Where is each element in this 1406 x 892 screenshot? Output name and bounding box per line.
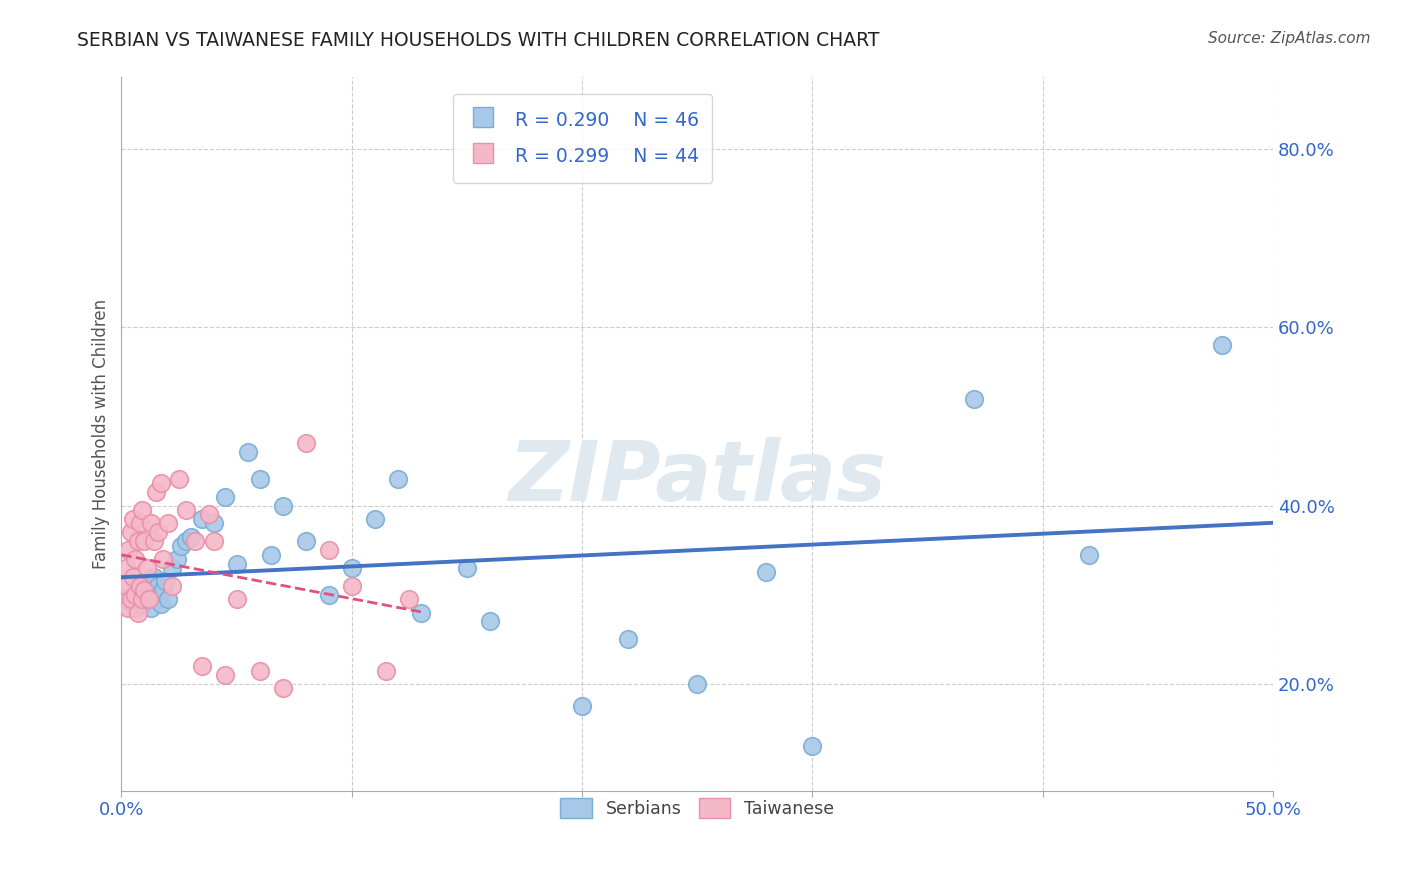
Y-axis label: Family Households with Children: Family Households with Children [93, 299, 110, 569]
Point [198, 508, 221, 522]
Point [364, 512, 387, 526]
Point [236, 445, 259, 459]
Point [152, 583, 174, 598]
Point [180, 530, 202, 544]
Point [1077, 548, 1099, 562]
Point [174, 534, 197, 549]
Point [141, 516, 163, 531]
Point [160, 579, 183, 593]
Point [271, 681, 294, 696]
Point [249, 664, 271, 678]
Point [131, 597, 153, 611]
Point [166, 552, 188, 566]
Point [375, 664, 398, 678]
Point [148, 525, 170, 540]
Point [122, 588, 145, 602]
Point [142, 534, 165, 549]
Point [112, 592, 135, 607]
Point [156, 592, 179, 607]
Point [134, 534, 156, 549]
Point [152, 552, 174, 566]
Point [145, 592, 167, 607]
Point [115, 561, 138, 575]
Point [120, 525, 142, 540]
Point [127, 606, 149, 620]
Point [801, 739, 824, 754]
Point [617, 632, 640, 647]
Point [271, 499, 294, 513]
Point [249, 472, 271, 486]
Point [124, 601, 146, 615]
Point [387, 472, 409, 486]
Point [456, 561, 478, 575]
Point [202, 534, 225, 549]
Point [225, 557, 247, 571]
Point [260, 548, 283, 562]
Point [120, 592, 142, 607]
Point [141, 601, 163, 615]
Text: ZIPatlas: ZIPatlas [509, 436, 886, 517]
Point [225, 592, 247, 607]
Text: SERBIAN VS TAIWANESE FAMILY HOUSEHOLDS WITH CHILDREN CORRELATION CHART: SERBIAN VS TAIWANESE FAMILY HOUSEHOLDS W… [77, 31, 880, 50]
Point [128, 579, 150, 593]
Point [174, 503, 197, 517]
Point [131, 592, 153, 607]
Point [142, 570, 165, 584]
Point [191, 659, 214, 673]
Point [398, 592, 420, 607]
Point [148, 579, 170, 593]
Point [127, 583, 149, 598]
Point [214, 668, 236, 682]
Point [571, 699, 593, 714]
Legend: Serbians, Taiwanese: Serbians, Taiwanese [554, 791, 841, 825]
Point [478, 615, 501, 629]
Point [122, 570, 145, 584]
Point [128, 579, 150, 593]
Point [117, 601, 139, 615]
Point [294, 534, 316, 549]
Point [686, 677, 709, 691]
Point [318, 588, 340, 602]
Point [160, 561, 183, 575]
Point [340, 561, 363, 575]
Point [149, 597, 172, 611]
Point [134, 592, 156, 607]
Point [135, 574, 157, 589]
Point [167, 472, 190, 486]
Point [170, 539, 193, 553]
Point [120, 592, 142, 607]
Point [156, 516, 179, 531]
Point [153, 574, 176, 589]
Text: Source: ZipAtlas.com: Source: ZipAtlas.com [1208, 31, 1371, 46]
Point [128, 516, 150, 531]
Point [214, 490, 236, 504]
Point [409, 606, 432, 620]
Point [1211, 338, 1233, 352]
Point [340, 579, 363, 593]
Point [124, 588, 146, 602]
Point [124, 552, 146, 566]
Point [294, 436, 316, 450]
Point [149, 476, 172, 491]
Point [138, 588, 160, 602]
Point [755, 566, 778, 580]
Point [135, 561, 157, 575]
Point [184, 534, 207, 549]
Point [134, 583, 156, 598]
Point [138, 592, 160, 607]
Point [202, 516, 225, 531]
Point [131, 503, 153, 517]
Point [145, 485, 167, 500]
Point [115, 579, 138, 593]
Point [117, 543, 139, 558]
Point [122, 512, 145, 526]
Point [191, 512, 214, 526]
Point [127, 534, 149, 549]
Point [962, 392, 984, 406]
Point [318, 543, 340, 558]
